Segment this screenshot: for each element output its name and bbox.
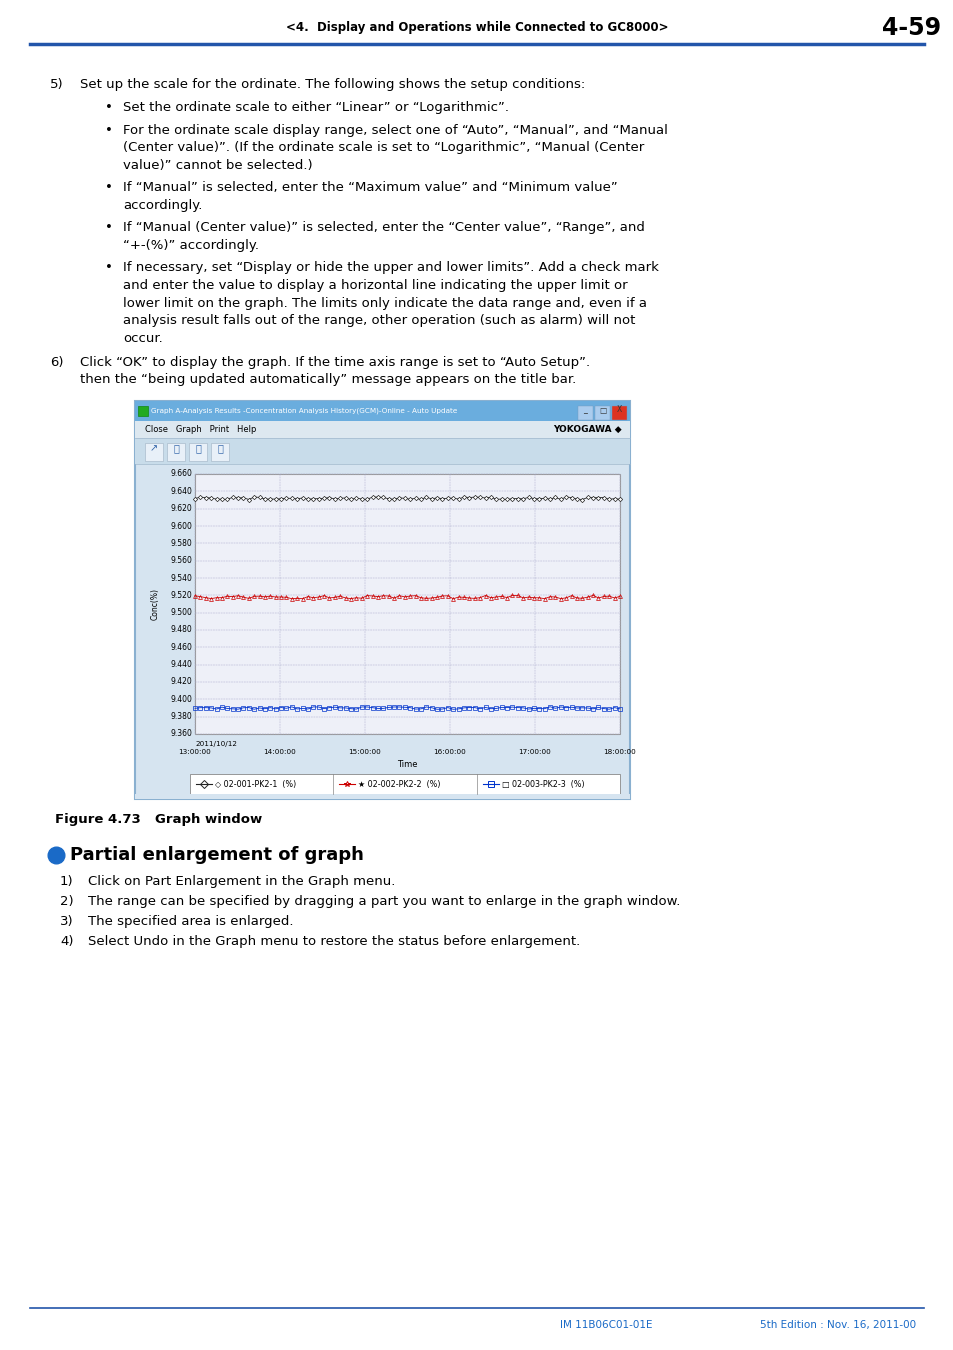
Bar bbox=[194, 474, 619, 734]
Text: Conc(%): Conc(%) bbox=[151, 589, 159, 620]
Text: 9.380: 9.380 bbox=[170, 713, 192, 721]
Text: 4-59: 4-59 bbox=[882, 16, 941, 40]
Text: 17:00:00: 17:00:00 bbox=[518, 749, 551, 755]
Text: 9.580: 9.580 bbox=[170, 539, 192, 548]
Text: Figure 4.73: Figure 4.73 bbox=[55, 813, 141, 826]
Text: YOKOGAWA ◆: YOKOGAWA ◆ bbox=[553, 425, 621, 433]
Text: 16:00:00: 16:00:00 bbox=[434, 749, 466, 755]
Bar bbox=[135, 437, 629, 464]
Text: Close   Graph   Print   Help: Close Graph Print Help bbox=[145, 425, 256, 433]
Text: 9.520: 9.520 bbox=[170, 591, 192, 599]
Text: 9.640: 9.640 bbox=[170, 487, 192, 495]
Text: 2): 2) bbox=[60, 895, 73, 909]
Bar bbox=[145, 443, 163, 460]
Bar bbox=[578, 406, 593, 420]
Bar bbox=[612, 406, 626, 420]
Bar bbox=[211, 443, 229, 460]
Text: 18:00:00: 18:00:00 bbox=[603, 749, 636, 755]
Text: _: _ bbox=[583, 405, 587, 414]
Text: □ 02-003-PK2-3  (%): □ 02-003-PK2-3 (%) bbox=[501, 779, 583, 788]
Text: 5): 5) bbox=[50, 78, 64, 90]
Text: 9.500: 9.500 bbox=[170, 608, 192, 617]
Text: “+-(%)” accordingly.: “+-(%)” accordingly. bbox=[123, 239, 258, 252]
Bar bbox=[189, 443, 207, 460]
Text: and enter the value to display a horizontal line indicating the upper limit or: and enter the value to display a horizon… bbox=[123, 279, 627, 292]
Bar bbox=[167, 443, 185, 460]
Text: Graph window: Graph window bbox=[154, 813, 262, 826]
Text: ◇ 02-001-PK2-1  (%): ◇ 02-001-PK2-1 (%) bbox=[214, 779, 296, 788]
Text: The specified area is enlarged.: The specified area is enlarged. bbox=[88, 915, 294, 927]
Text: 9.420: 9.420 bbox=[170, 678, 192, 687]
Text: Set the ordinate scale to either “Linear” or “Logarithmic”.: Set the ordinate scale to either “Linear… bbox=[123, 101, 509, 115]
Text: 🔍: 🔍 bbox=[194, 443, 201, 454]
Text: •: • bbox=[105, 262, 112, 274]
Text: Click “OK” to display the graph. If the time axis range is set to “Auto Setup”.: Click “OK” to display the graph. If the … bbox=[80, 356, 590, 369]
Text: □: □ bbox=[598, 405, 605, 414]
Text: ⬜: ⬜ bbox=[217, 443, 223, 454]
Text: 9.660: 9.660 bbox=[170, 470, 192, 478]
Text: Set up the scale for the ordinate. The following shows the setup conditions:: Set up the scale for the ordinate. The f… bbox=[80, 78, 584, 90]
Text: 15:00:00: 15:00:00 bbox=[348, 749, 381, 755]
Bar bbox=[135, 401, 629, 421]
Text: 9.620: 9.620 bbox=[170, 504, 192, 513]
Text: 2011/10/12: 2011/10/12 bbox=[194, 741, 236, 747]
Text: 9.400: 9.400 bbox=[170, 695, 192, 703]
Text: 3): 3) bbox=[60, 915, 73, 927]
Bar bbox=[135, 421, 629, 437]
Text: •: • bbox=[105, 124, 112, 136]
Text: Time: Time bbox=[396, 760, 417, 770]
Text: 9.360: 9.360 bbox=[170, 729, 192, 738]
Text: •: • bbox=[105, 181, 112, 194]
Text: For the ordinate scale display range, select one of “Auto”, “Manual”, and “Manua: For the ordinate scale display range, se… bbox=[123, 124, 667, 136]
Text: occur.: occur. bbox=[123, 332, 163, 344]
Text: The range can be specified by dragging a part you want to enlarge in the graph w: The range can be specified by dragging a… bbox=[88, 895, 679, 909]
Bar bbox=[595, 406, 609, 420]
Text: Select Undo in the Graph menu to restore the status before enlargement.: Select Undo in the Graph menu to restore… bbox=[88, 936, 579, 948]
Text: 9.540: 9.540 bbox=[170, 574, 192, 582]
Text: 9.560: 9.560 bbox=[170, 556, 192, 566]
Text: Click on Part Enlargement in the Graph menu.: Click on Part Enlargement in the Graph m… bbox=[88, 875, 395, 888]
Text: 9.480: 9.480 bbox=[170, 625, 192, 634]
Text: Graph A-Analysis Results -Concentration Analysis History(GCM)-Online - Auto Upda: Graph A-Analysis Results -Concentration … bbox=[151, 408, 456, 414]
Text: 1): 1) bbox=[60, 875, 73, 888]
Text: then the “being updated automatically” message appears on the title bar.: then the “being updated automatically” m… bbox=[80, 374, 576, 386]
Text: lower limit on the graph. The limits only indicate the data range and, even if a: lower limit on the graph. The limits onl… bbox=[123, 297, 646, 309]
Text: If “Manual (Center value)” is selected, enter the “Center value”, “Range”, and: If “Manual (Center value)” is selected, … bbox=[123, 221, 644, 235]
Text: accordingly.: accordingly. bbox=[123, 198, 202, 212]
Text: 6): 6) bbox=[50, 356, 64, 369]
Text: If “Manual” is selected, enter the “Maximum value” and “Minimum value”: If “Manual” is selected, enter the “Maxi… bbox=[123, 181, 618, 194]
Text: •: • bbox=[105, 221, 112, 235]
Text: IM 11B06C01-01E: IM 11B06C01-01E bbox=[559, 1320, 652, 1330]
Text: If necessary, set “Display or hide the upper and lower limits”. Add a check mark: If necessary, set “Display or hide the u… bbox=[123, 262, 659, 274]
Text: 🖨: 🖨 bbox=[172, 443, 179, 454]
Text: value)” cannot be selected.): value)” cannot be selected.) bbox=[123, 159, 313, 171]
Text: ★ 02-002-PK2-2  (%): ★ 02-002-PK2-2 (%) bbox=[358, 779, 440, 788]
Bar bbox=[190, 774, 619, 794]
Text: X: X bbox=[617, 405, 621, 414]
Text: analysis result falls out of the range, other operation (such as alarm) will not: analysis result falls out of the range, … bbox=[123, 315, 635, 327]
Text: 9.600: 9.600 bbox=[170, 521, 192, 531]
Text: (Center value)”. (If the ordinate scale is set to “Logarithmic”, “Manual (Center: (Center value)”. (If the ordinate scale … bbox=[123, 142, 643, 154]
Text: 14:00:00: 14:00:00 bbox=[263, 749, 296, 755]
Bar bbox=[135, 401, 629, 799]
Text: 9.460: 9.460 bbox=[170, 643, 192, 652]
Text: •: • bbox=[105, 101, 112, 115]
Text: Partial enlargement of graph: Partial enlargement of graph bbox=[70, 846, 363, 864]
Text: 9.440: 9.440 bbox=[170, 660, 192, 670]
Text: 5th Edition : Nov. 16, 2011-00: 5th Edition : Nov. 16, 2011-00 bbox=[760, 1320, 915, 1330]
Text: 4): 4) bbox=[60, 936, 73, 948]
Text: ↗: ↗ bbox=[150, 443, 158, 454]
Bar bbox=[135, 794, 629, 799]
Text: 13:00:00: 13:00:00 bbox=[178, 749, 212, 755]
Text: <4.  Display and Operations while Connected to GC8000>: <4. Display and Operations while Connect… bbox=[286, 22, 667, 35]
